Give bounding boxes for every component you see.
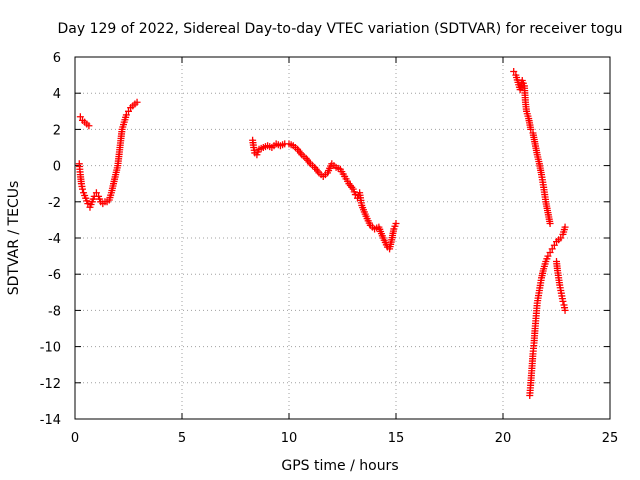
data-point [392,220,400,228]
data-point [550,241,558,249]
series-segment-f [553,258,569,314]
data-point [76,113,84,121]
data-point [527,125,535,133]
y-tick-label: 0 [53,160,61,175]
data-point [351,191,359,199]
x-tick-label: 15 [388,431,405,446]
y-tick-label: -12 [40,377,61,392]
y-tick-label: -8 [48,304,61,319]
x-tick-label: 25 [602,431,619,446]
x-tick-label: 20 [495,431,512,446]
data-point [510,67,518,75]
data-points [75,67,569,399]
y-tick-label: -10 [40,341,61,356]
data-point [84,200,92,208]
grid-lines [75,57,610,419]
axis-ticks: 0 5 10 15 20 25 -14 -12 -10 -8 -6 -4 -2 0 2 4 6 [40,51,619,446]
series-segment-a [76,113,93,130]
y-tick-label: 6 [53,51,61,66]
x-tick-label: 0 [71,431,79,446]
series-segment-d [510,67,554,228]
data-point [125,107,132,115]
y-tick-label: -6 [48,268,61,283]
data-point [546,248,554,256]
data-point [122,111,130,119]
y-tick-label: -14 [40,413,61,428]
y-axis-label: SDTVAR / TECUs [6,181,22,296]
x-tick-label: 5 [178,431,186,446]
data-point [92,189,100,197]
series-segment-e [526,223,569,399]
data-point [546,220,554,228]
y-tick-label: 4 [53,87,61,102]
y-tick-label: -4 [48,232,61,247]
x-tick-label: 10 [281,431,298,446]
data-point [548,245,556,253]
data-point [133,98,141,106]
x-axis-label: GPS time / hours [281,458,398,474]
data-point [557,234,565,242]
data-point [544,252,552,260]
series-segment-b [75,98,141,211]
series-segment-c [249,136,400,253]
data-point [78,185,86,193]
y-tick-label: -2 [48,196,61,211]
data-point [561,306,569,314]
data-point [85,122,93,130]
data-point [561,223,569,231]
data-point [559,297,567,305]
y-tick-label: 2 [53,123,61,138]
chart-title: Day 129 of 2022, Sidereal Day-to-day VTE… [57,21,622,37]
